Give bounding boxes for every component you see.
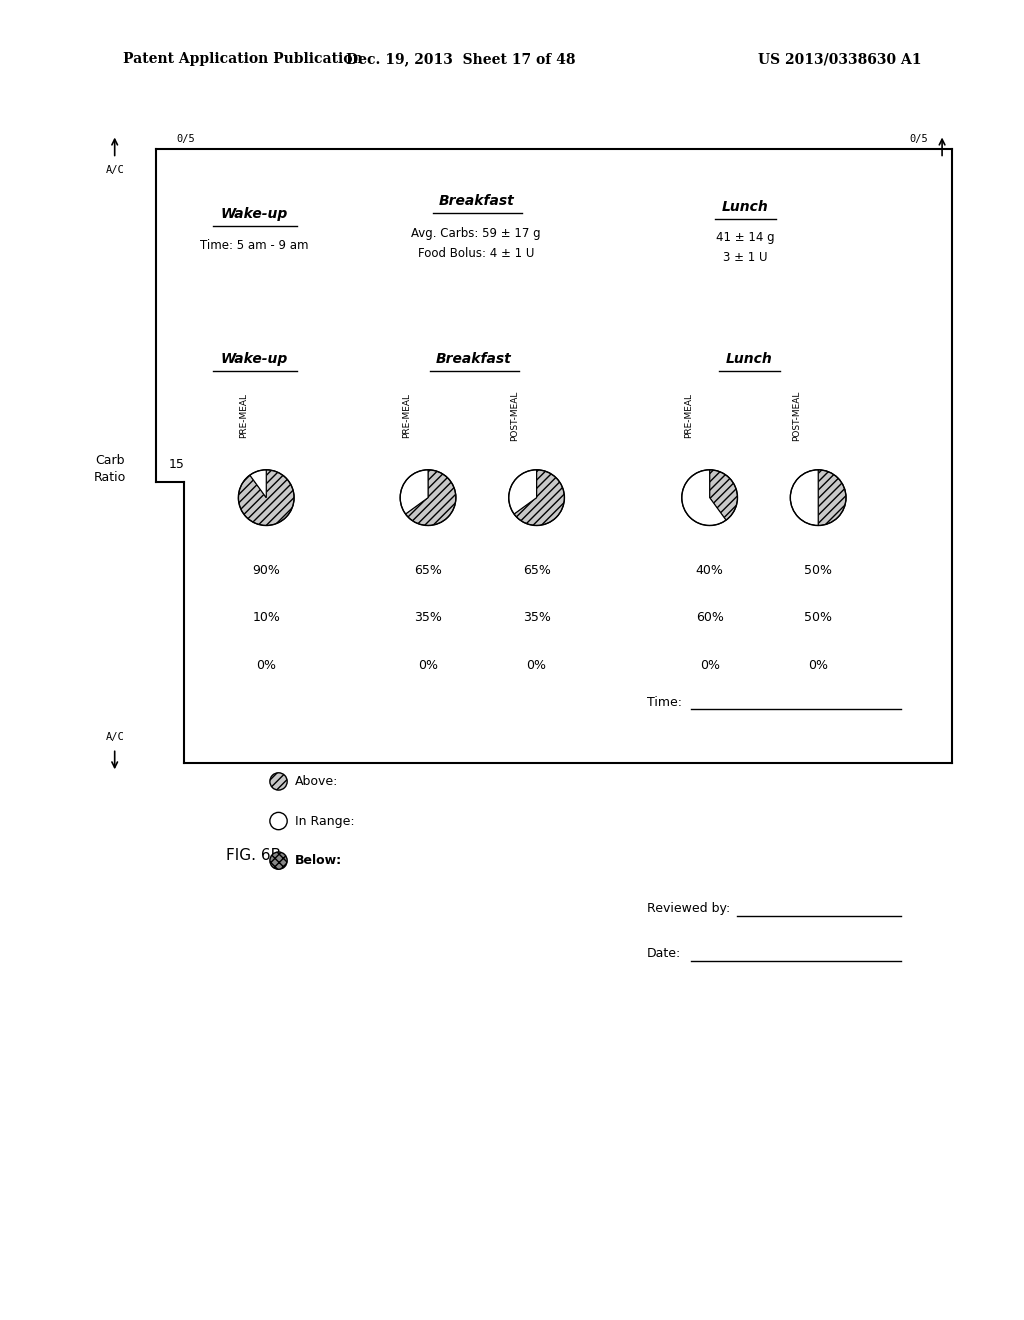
Wedge shape bbox=[250, 470, 266, 498]
Text: Breakfast: Breakfast bbox=[435, 352, 511, 366]
Text: 50%: 50% bbox=[804, 611, 833, 624]
Text: Date:: Date: bbox=[647, 946, 681, 960]
Text: PRE-MEAL: PRE-MEAL bbox=[402, 393, 411, 438]
Text: Time: 5 am - 9 am: Time: 5 am - 9 am bbox=[200, 239, 308, 252]
Text: 15: 15 bbox=[168, 458, 184, 471]
Wedge shape bbox=[818, 470, 846, 525]
Wedge shape bbox=[682, 470, 726, 525]
Text: 0%: 0% bbox=[418, 659, 438, 672]
Circle shape bbox=[270, 812, 287, 830]
Text: 3 ± 1 U: 3 ± 1 U bbox=[723, 251, 768, 264]
Text: FIG. 6B: FIG. 6B bbox=[226, 847, 282, 863]
Text: 90%: 90% bbox=[252, 564, 281, 577]
Text: 0/5: 0/5 bbox=[909, 133, 928, 144]
Text: PRE-MEAL: PRE-MEAL bbox=[684, 393, 692, 438]
Text: Lunch: Lunch bbox=[726, 352, 773, 366]
Text: Reviewed by:: Reviewed by: bbox=[647, 902, 730, 915]
Text: 60%: 60% bbox=[695, 611, 724, 624]
Text: 0%: 0% bbox=[699, 659, 720, 672]
Wedge shape bbox=[400, 470, 428, 513]
Text: 65%: 65% bbox=[522, 564, 551, 577]
Wedge shape bbox=[791, 470, 818, 525]
Wedge shape bbox=[406, 470, 456, 525]
Text: 0%: 0% bbox=[526, 659, 547, 672]
Text: 0%: 0% bbox=[256, 659, 276, 672]
Text: Wake-up: Wake-up bbox=[220, 352, 288, 366]
Text: 65%: 65% bbox=[414, 564, 442, 577]
Text: Above:: Above: bbox=[295, 775, 338, 788]
Circle shape bbox=[270, 851, 287, 870]
Text: 10%: 10% bbox=[252, 611, 281, 624]
Text: In Range:: In Range: bbox=[295, 814, 354, 828]
Text: Below:: Below: bbox=[295, 854, 342, 867]
Text: 0/5: 0/5 bbox=[176, 133, 195, 144]
Text: Breakfast: Breakfast bbox=[438, 194, 514, 207]
Text: Food Bolus: 4 ± 1 U: Food Bolus: 4 ± 1 U bbox=[418, 247, 535, 260]
Text: POST-MEAL: POST-MEAL bbox=[511, 391, 519, 441]
Text: Patent Application Publication: Patent Application Publication bbox=[123, 53, 362, 66]
Text: 35%: 35% bbox=[522, 611, 551, 624]
Text: A/C: A/C bbox=[105, 165, 124, 176]
Wedge shape bbox=[509, 470, 537, 513]
Text: US 2013/0338630 A1: US 2013/0338630 A1 bbox=[758, 53, 922, 66]
Text: Time:: Time: bbox=[647, 696, 682, 709]
Wedge shape bbox=[514, 470, 564, 525]
Text: 40%: 40% bbox=[695, 564, 724, 577]
Text: Lunch: Lunch bbox=[722, 201, 769, 214]
Text: Carb
Ratio: Carb Ratio bbox=[93, 454, 126, 483]
Text: Avg. Carbs: 59 ± 17 g: Avg. Carbs: 59 ± 17 g bbox=[412, 227, 541, 240]
Text: 50%: 50% bbox=[804, 564, 833, 577]
Text: Wake-up: Wake-up bbox=[220, 207, 288, 220]
Text: 35%: 35% bbox=[414, 611, 442, 624]
Text: 0%: 0% bbox=[808, 659, 828, 672]
Text: 41 ± 14 g: 41 ± 14 g bbox=[716, 231, 775, 244]
Text: A/C: A/C bbox=[105, 731, 124, 742]
Text: PRE-MEAL: PRE-MEAL bbox=[240, 393, 248, 438]
Wedge shape bbox=[710, 470, 737, 520]
Text: Dec. 19, 2013  Sheet 17 of 48: Dec. 19, 2013 Sheet 17 of 48 bbox=[346, 53, 575, 66]
Circle shape bbox=[270, 772, 287, 791]
Wedge shape bbox=[239, 470, 294, 525]
Text: POST-MEAL: POST-MEAL bbox=[793, 391, 801, 441]
